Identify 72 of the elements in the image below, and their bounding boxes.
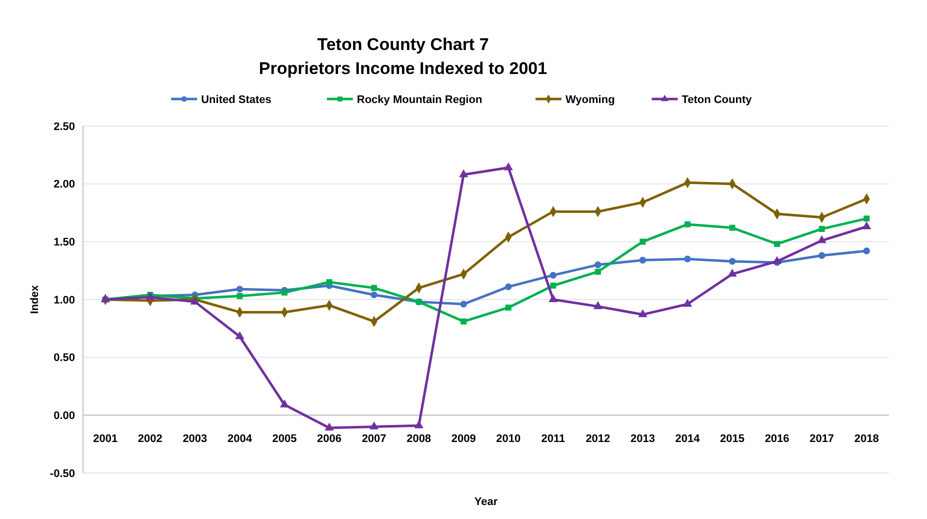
x-tick-label: 2003 bbox=[182, 433, 208, 446]
y-tick-label: 2.00 bbox=[54, 178, 75, 191]
x-tick-label: 2013 bbox=[630, 433, 655, 446]
y-tick-label: 0.50 bbox=[54, 352, 75, 364]
point bbox=[640, 238, 646, 245]
point bbox=[505, 283, 512, 290]
point bbox=[324, 422, 334, 431]
x-tick-label: 2009 bbox=[451, 433, 476, 446]
point bbox=[862, 221, 872, 230]
point bbox=[863, 248, 870, 254]
x-tick-label: 2015 bbox=[720, 433, 745, 446]
point bbox=[548, 294, 558, 302]
x-tick-label: 2008 bbox=[406, 433, 432, 446]
point bbox=[772, 256, 782, 264]
point bbox=[818, 252, 826, 259]
point bbox=[369, 421, 379, 430]
x-tick-label: 2005 bbox=[272, 433, 297, 446]
point bbox=[460, 318, 467, 324]
x-tick-label: 2017 bbox=[810, 433, 834, 446]
x-tick-label: 2001 bbox=[93, 433, 118, 446]
x-tick-label: 2018 bbox=[854, 433, 879, 446]
point bbox=[370, 291, 378, 298]
point bbox=[729, 224, 736, 231]
y-axis-title: Index bbox=[29, 284, 41, 314]
x-tick-label: 2012 bbox=[586, 433, 610, 446]
point bbox=[414, 420, 424, 428]
point bbox=[550, 282, 556, 289]
point bbox=[280, 399, 290, 408]
point bbox=[550, 272, 557, 279]
legend-label: Rocky Mountain Region bbox=[356, 94, 482, 106]
x-tick-label: 2014 bbox=[675, 433, 701, 446]
point bbox=[236, 286, 244, 292]
point bbox=[236, 293, 243, 300]
x-tick-label: 2010 bbox=[496, 433, 521, 446]
point bbox=[594, 261, 602, 268]
y-tick-label: -0.50 bbox=[50, 468, 75, 480]
point bbox=[639, 256, 646, 264]
point bbox=[774, 240, 780, 247]
point bbox=[593, 301, 603, 310]
x-axis-title: Year bbox=[474, 496, 498, 508]
legend-label: United States bbox=[201, 94, 272, 106]
point bbox=[638, 309, 648, 318]
y-tick-label: 0.00 bbox=[54, 410, 75, 422]
x-tick-label: 2004 bbox=[227, 433, 253, 446]
point bbox=[235, 331, 244, 340]
point bbox=[818, 226, 825, 232]
point bbox=[460, 300, 467, 308]
point bbox=[684, 256, 691, 262]
x-tick-label: 2007 bbox=[362, 433, 386, 446]
x-tick-label: 2016 bbox=[764, 433, 790, 446]
point bbox=[326, 279, 332, 286]
point bbox=[282, 290, 288, 296]
x-tick-label: 2002 bbox=[138, 433, 162, 446]
y-tick-label: 2.50 bbox=[54, 120, 75, 133]
x-tick-label: 2006 bbox=[317, 433, 342, 446]
x-tick-label: 2011 bbox=[541, 433, 566, 446]
legend-label: Teton County bbox=[682, 94, 753, 106]
point bbox=[682, 298, 692, 307]
y-tick-label: 1.50 bbox=[54, 236, 75, 249]
chart-title: Teton County Chart 7 Proprietors Income Indexed to 2001 bbox=[258, 35, 548, 78]
point bbox=[459, 169, 468, 178]
point bbox=[728, 258, 736, 265]
point bbox=[504, 162, 513, 170]
point bbox=[728, 268, 737, 277]
legend-label: Wyoming bbox=[566, 94, 615, 106]
point bbox=[190, 296, 200, 304]
point bbox=[864, 216, 870, 222]
point bbox=[505, 304, 512, 311]
point bbox=[371, 284, 378, 291]
y-tick-label: 1.00 bbox=[54, 294, 75, 306]
point bbox=[684, 221, 690, 228]
point bbox=[594, 268, 601, 275]
